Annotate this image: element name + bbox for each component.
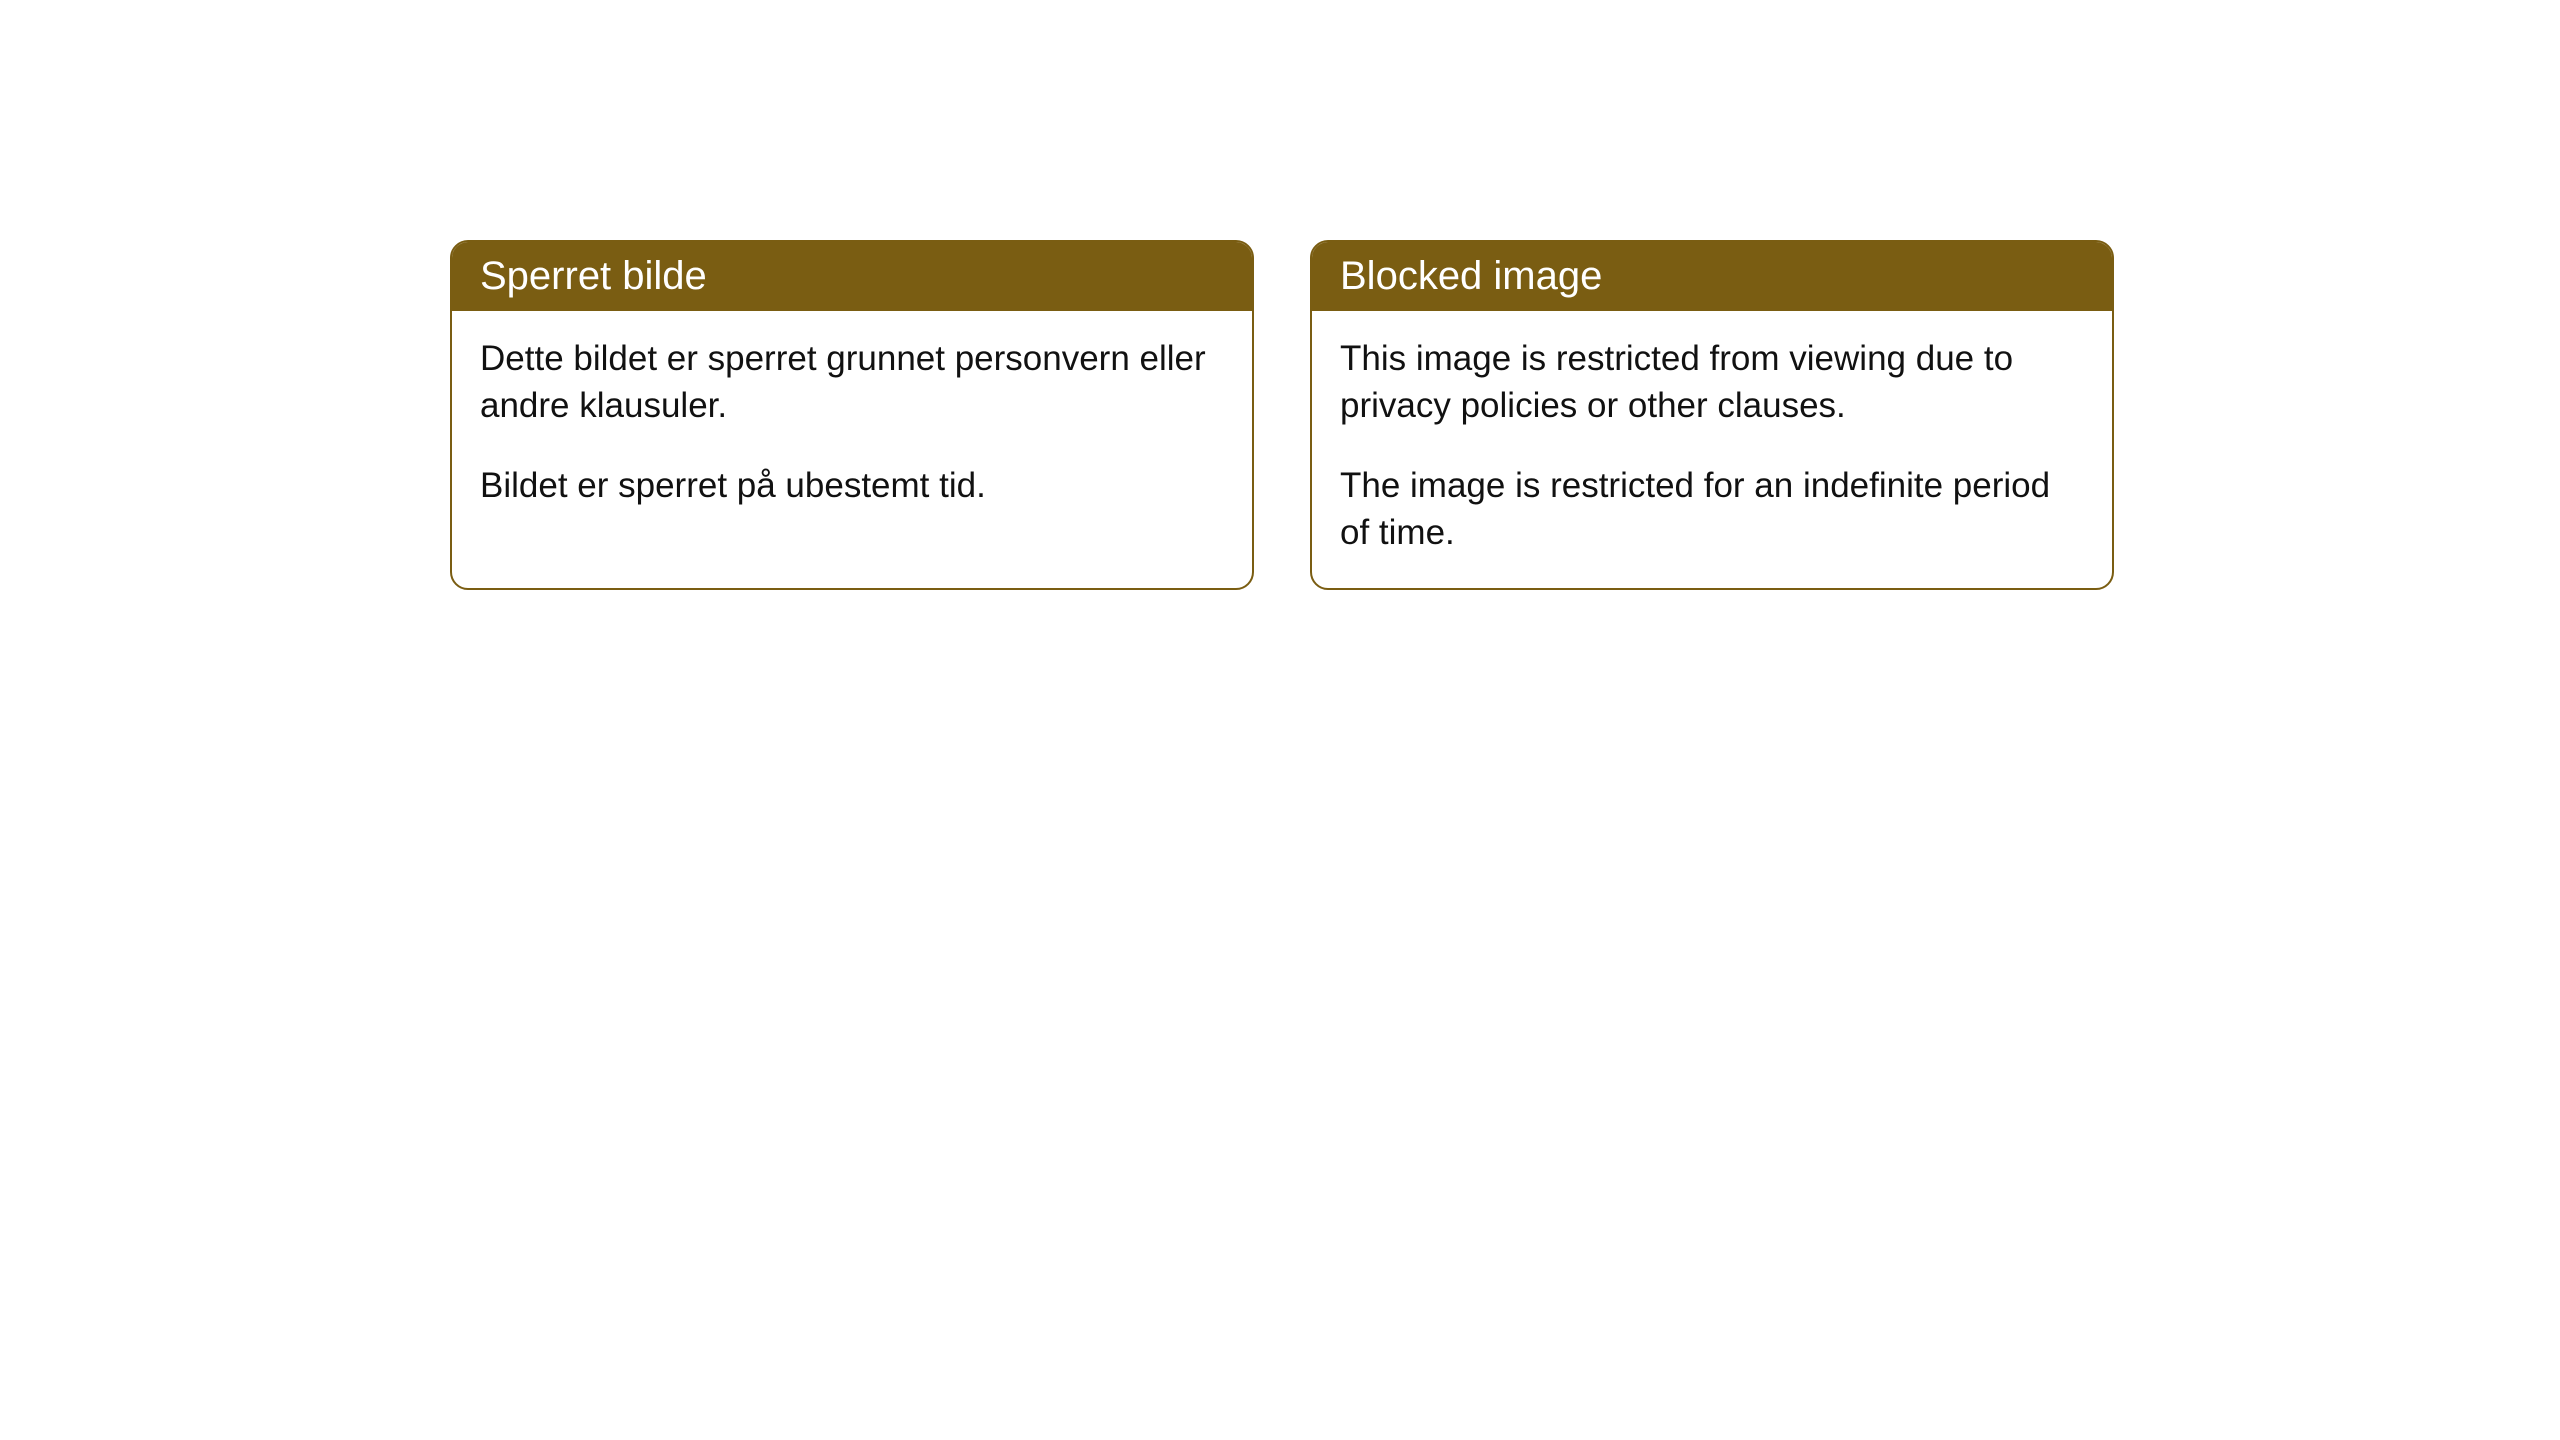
card-paragraph-1-norwegian: Dette bildet er sperret grunnet personve… [480, 335, 1224, 430]
card-header-english: Blocked image [1312, 242, 2112, 311]
blocked-image-card-english: Blocked image This image is restricted f… [1310, 240, 2114, 590]
card-title-norwegian: Sperret bilde [480, 254, 707, 298]
card-paragraph-2-english: The image is restricted for an indefinit… [1340, 462, 2084, 557]
card-header-norwegian: Sperret bilde [452, 242, 1252, 311]
card-paragraph-2-norwegian: Bildet er sperret på ubestemt tid. [480, 462, 1224, 509]
notice-cards-container: Sperret bilde Dette bildet er sperret gr… [0, 0, 2560, 590]
card-paragraph-1-english: This image is restricted from viewing du… [1340, 335, 2084, 430]
card-body-english: This image is restricted from viewing du… [1312, 311, 2112, 588]
card-title-english: Blocked image [1340, 254, 1602, 298]
blocked-image-card-norwegian: Sperret bilde Dette bildet er sperret gr… [450, 240, 1254, 590]
card-body-norwegian: Dette bildet er sperret grunnet personve… [452, 311, 1252, 541]
